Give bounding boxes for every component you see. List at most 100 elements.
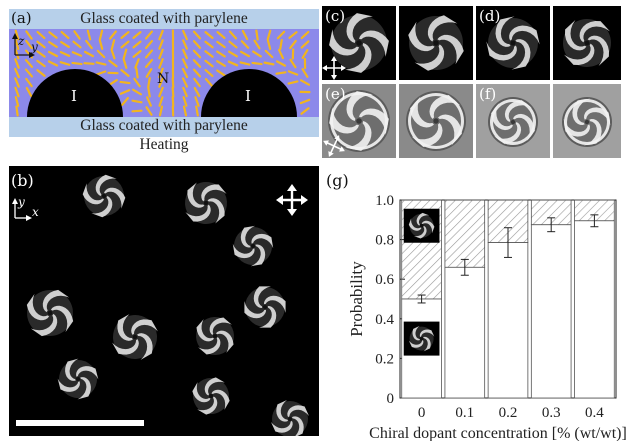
skyrmion-brush [65,358,79,381]
director-mark [145,106,153,116]
director-mark [275,60,287,67]
director-mark [301,68,309,78]
skyrmion [408,212,435,239]
director-mark [47,50,59,58]
skyrmion-brush [137,333,153,360]
director-mark [14,48,20,60]
skyrmion [406,91,466,151]
skyrmion-brush [240,225,256,248]
skyrmion-brush [346,91,373,121]
skyrmion-brush [76,366,99,380]
skyrmion-brush [511,39,531,70]
director-mark [95,70,107,76]
skyrmion-center [356,118,362,124]
director-mark [120,69,130,77]
director-mark [216,60,226,67]
director-mark [144,39,154,50]
director-mark [109,30,117,40]
skyrmion [82,174,126,218]
scale-bar [16,420,144,426]
y-tick-label: 0.4 [375,312,394,328]
skyrmion-brush [291,416,304,436]
director-mark [289,39,297,50]
director-mark [122,58,128,69]
crossed-polarizer-icon [276,184,308,216]
director-mark [83,62,95,65]
director-mark [192,30,202,40]
director-mark [60,40,70,49]
director-mark [252,50,262,58]
skyrmion-brush [419,329,435,338]
skyrmion-center [433,40,439,46]
skyrmion-brush [504,100,532,122]
bar-value [574,220,615,399]
director-mark [47,60,59,67]
director-mark [108,59,118,68]
director-mark [122,48,128,60]
skyrmion-brush [259,305,277,328]
director-mark [193,77,201,88]
skyrmion-brush [495,16,515,47]
skyrmion-brush [276,399,289,422]
inset-skyrmion-lower [403,321,440,356]
director-mark [266,39,272,50]
skyrmion-center [47,310,53,316]
skyrmion-center [584,40,590,46]
skyrmion-brush [287,405,310,418]
director-mark [110,48,116,60]
director-mark [133,77,141,88]
director-mark [182,105,188,117]
director-mark [96,49,106,59]
director-mark [119,89,131,95]
director-mark [158,58,164,69]
skyrmion-brush [437,34,464,65]
director-mark [60,30,70,40]
skyrmion-brush [509,25,540,45]
director-mark [289,58,297,69]
skyrmion-brush [50,305,74,333]
director-mark [147,86,151,98]
skyrmion-pattern [408,15,464,71]
skyrmion-brush [564,20,587,51]
director-mark [266,29,272,41]
skyrmion-brush [196,319,215,342]
isotropic-island-right [201,69,297,117]
skyrmion [112,314,158,360]
director-field [14,29,311,117]
skyrmion-brush [250,244,266,267]
skyrmion-brush [438,114,462,146]
skyrmion-center [419,336,424,341]
skyrmion [486,16,540,70]
y-axis-arrowhead [29,52,35,58]
director-mark [131,109,143,113]
skyrmion-pattern [562,97,612,147]
director-mark [239,61,251,66]
skyrmion-brush [427,15,458,42]
director-mark [192,49,202,59]
skyrmion-brush [30,313,58,337]
panel-f-image-2 [553,84,621,158]
director-mark [132,31,142,39]
bottom-glass-band [9,117,319,137]
skyrmion-brush [494,122,522,144]
director-mark [204,59,214,68]
director-mark [14,77,20,88]
director-mark [158,86,164,98]
panel-d-image-2 [553,6,621,80]
director-mark [158,67,164,79]
panel-label-d: (d) [479,7,501,25]
director-mark [59,61,71,66]
skyrmion [244,286,286,328]
skyrmion-brush [112,339,139,355]
skyrmion-brush [345,121,372,151]
skyrmion-brush [192,382,211,403]
skyrmion-brush [197,396,218,415]
director-mark [135,67,139,79]
director-mark [204,50,214,58]
skyrmion [408,15,464,71]
director-mark [25,77,33,88]
director-mark [216,31,226,39]
skyrmion [488,97,538,147]
skyrmion-center [76,377,80,381]
skyrmion-brush [412,325,421,341]
